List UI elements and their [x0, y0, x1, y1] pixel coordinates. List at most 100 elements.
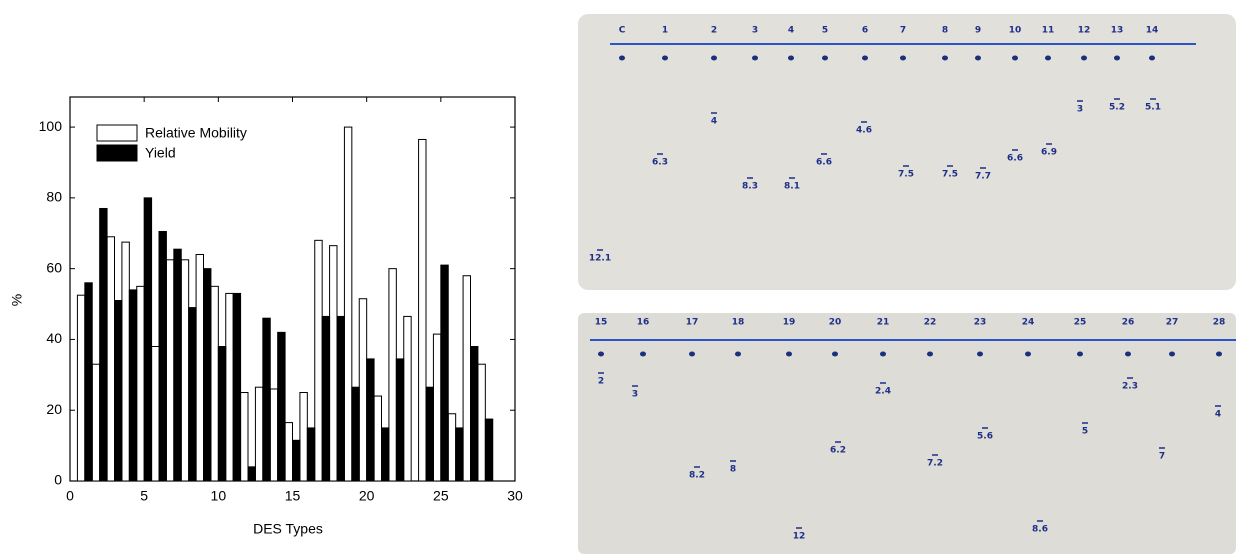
lane-label: 20: [829, 318, 842, 328]
bar: [373, 395, 383, 482]
rf-annotation: 5.6: [977, 432, 993, 442]
rf-annotation: 6.2: [830, 446, 846, 456]
rf-annotation: 8.2: [689, 471, 705, 481]
legend-label: Yield: [145, 145, 176, 161]
rf-annotation: 4: [1215, 410, 1221, 420]
bar: [351, 386, 360, 482]
bar: [240, 392, 249, 482]
bar: [358, 298, 368, 482]
rf-annotation: 8.1: [784, 182, 800, 192]
bar: [106, 236, 116, 482]
y-tick-label: 20: [46, 401, 62, 417]
bar: [366, 358, 375, 482]
rf-annotation: 7.5: [942, 170, 958, 180]
rf-annotation: 3: [1077, 105, 1083, 115]
x-axis-label: DES Types: [253, 521, 323, 537]
lane-label: 18: [732, 318, 745, 328]
lane-label: 16: [637, 318, 650, 328]
bar: [165, 259, 175, 482]
lane-label: 3: [752, 26, 758, 36]
lane-label: 2: [711, 26, 717, 36]
sample-spot: [735, 351, 741, 357]
bar: [455, 427, 464, 482]
sample-spot: [786, 351, 792, 357]
rf-annotation: 8: [730, 465, 736, 475]
rf-annotation: 3: [632, 390, 638, 400]
bar: [388, 268, 397, 482]
sample-spot: [900, 55, 906, 61]
bar: [277, 331, 286, 482]
sample-spot: [1125, 351, 1131, 357]
sample-spot: [1149, 55, 1155, 61]
bar: [180, 259, 190, 482]
rf-annotation: 4: [711, 117, 717, 127]
lane-label: 1: [662, 26, 668, 36]
bar: [269, 388, 279, 482]
lane-label: 27: [1166, 318, 1179, 328]
bar: [306, 427, 316, 482]
rf-annotation: 5.1: [1145, 103, 1161, 113]
bar: [158, 230, 167, 482]
bar: [254, 386, 264, 482]
x-tick-label: 25: [433, 488, 449, 504]
bar: [447, 413, 457, 482]
rf-annotation: 6.9: [1041, 148, 1057, 158]
lane-label: 12: [1078, 26, 1091, 36]
bar: [477, 363, 486, 482]
x-tick-label: 5: [140, 488, 148, 504]
bar: [217, 346, 227, 482]
rf-annotation: 4.6: [856, 126, 872, 136]
sample-spot: [689, 351, 695, 357]
legend-swatch: [96, 144, 138, 162]
bar: [284, 422, 294, 482]
y-tick-label: 60: [46, 259, 62, 275]
bar: [76, 294, 86, 482]
bar: [336, 315, 345, 482]
legend-swatch: [96, 124, 138, 142]
sample-spot: [662, 55, 668, 61]
lane-label: 9: [975, 26, 981, 36]
bar: [321, 315, 331, 482]
sample-spot: [1114, 55, 1120, 61]
rf-annotation: 2: [598, 377, 604, 387]
bar: [210, 285, 219, 482]
rf-annotation: 5.2: [1109, 103, 1125, 113]
plate-photo: [578, 14, 1236, 290]
x-tick-label: 0: [66, 488, 74, 504]
lane-label: 24: [1022, 318, 1035, 328]
sample-spot: [598, 351, 604, 357]
bar: [262, 317, 271, 482]
sample-spot: [1169, 351, 1175, 357]
sample-spot: [880, 351, 886, 357]
bar: [314, 239, 323, 482]
bar: [143, 197, 153, 482]
rf-annotation: 6.6: [1007, 154, 1023, 164]
bar: [114, 300, 123, 482]
bar: [188, 307, 197, 482]
sample-spot: [1025, 351, 1031, 357]
bar: [381, 427, 390, 482]
plate-photo: [578, 313, 1236, 554]
bar: [151, 346, 160, 482]
legend-label: Relative Mobility: [145, 125, 247, 141]
sample-spot: [1077, 351, 1083, 357]
sample-spot: [1012, 55, 1018, 61]
sample-spot: [977, 351, 983, 357]
sample-spot: [640, 351, 646, 357]
bar: [484, 418, 494, 482]
bar: [403, 315, 412, 482]
bar: [84, 282, 93, 482]
bar: [299, 392, 308, 482]
rf-annotation: 7.5: [898, 170, 914, 180]
bar: [418, 138, 427, 482]
lane-label: 7: [900, 26, 906, 36]
lane-label: 4: [788, 26, 794, 36]
sample-spot: [975, 55, 981, 61]
lane-label: 11: [1042, 26, 1055, 36]
sample-spot: [942, 55, 948, 61]
rf-annotation: 2.4: [875, 387, 891, 397]
bar: [91, 363, 101, 482]
x-tick-label: 15: [285, 488, 301, 504]
lane-label: 22: [924, 318, 937, 328]
